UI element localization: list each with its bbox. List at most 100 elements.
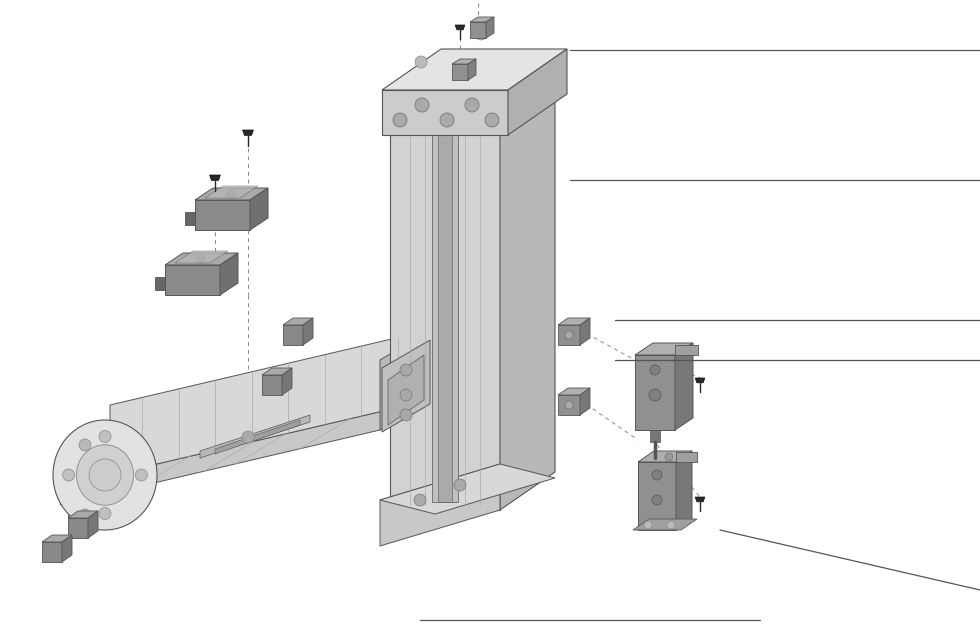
Polygon shape [432,98,458,502]
Polygon shape [470,22,486,38]
Polygon shape [580,318,590,345]
Circle shape [667,521,675,529]
Circle shape [400,409,412,421]
Polygon shape [262,368,292,375]
Circle shape [197,255,205,263]
Polygon shape [155,277,165,290]
Polygon shape [390,52,555,90]
Polygon shape [380,330,430,430]
Polygon shape [283,325,303,345]
Polygon shape [455,25,465,30]
Polygon shape [695,378,705,383]
Circle shape [415,56,427,68]
Polygon shape [388,355,424,425]
Polygon shape [486,17,494,38]
Circle shape [400,389,412,401]
Polygon shape [470,17,494,22]
Polygon shape [88,511,98,538]
Circle shape [400,364,412,376]
Polygon shape [675,343,693,430]
Polygon shape [195,188,268,200]
Circle shape [79,439,91,451]
Polygon shape [282,368,292,395]
Polygon shape [558,395,580,415]
Polygon shape [42,535,72,542]
Polygon shape [638,451,692,462]
Polygon shape [558,318,590,325]
Polygon shape [633,519,697,530]
Polygon shape [62,535,72,562]
Polygon shape [675,345,698,355]
Polygon shape [110,330,430,475]
Polygon shape [500,52,555,510]
Circle shape [652,495,662,505]
Circle shape [440,113,454,127]
Polygon shape [452,59,476,64]
Circle shape [652,470,662,480]
Circle shape [565,401,573,409]
Polygon shape [175,251,228,263]
Circle shape [63,469,74,481]
Polygon shape [382,49,567,90]
Circle shape [565,331,573,339]
Ellipse shape [76,444,133,505]
Polygon shape [382,340,430,432]
Polygon shape [380,464,500,546]
Polygon shape [68,511,98,518]
Polygon shape [200,415,310,458]
Circle shape [665,453,673,461]
Polygon shape [468,59,476,80]
Circle shape [475,28,487,40]
Polygon shape [676,452,697,462]
Polygon shape [635,343,693,355]
Circle shape [89,459,121,491]
Polygon shape [558,325,580,345]
Circle shape [415,98,429,112]
Polygon shape [380,464,555,514]
Circle shape [465,98,479,112]
Polygon shape [303,318,313,345]
Polygon shape [195,200,250,230]
Polygon shape [283,318,313,325]
Polygon shape [438,98,452,502]
Polygon shape [695,497,705,501]
Polygon shape [508,49,567,135]
Circle shape [79,509,91,521]
Polygon shape [205,186,258,198]
Polygon shape [262,375,282,395]
Polygon shape [60,400,430,505]
Polygon shape [382,90,508,135]
Polygon shape [215,420,300,454]
Polygon shape [390,90,500,510]
Polygon shape [638,462,676,530]
Polygon shape [165,253,238,265]
Circle shape [227,190,235,198]
Polygon shape [42,542,62,562]
Polygon shape [558,388,590,395]
Circle shape [454,479,466,491]
Polygon shape [210,175,220,181]
Circle shape [649,389,661,401]
Polygon shape [110,428,130,450]
Circle shape [414,494,426,506]
Polygon shape [650,430,660,442]
Polygon shape [165,265,220,295]
Polygon shape [635,355,675,430]
Circle shape [460,60,472,72]
Polygon shape [185,212,195,225]
Polygon shape [68,440,110,450]
Circle shape [644,521,652,529]
Circle shape [99,430,111,443]
Circle shape [242,431,254,443]
Polygon shape [220,253,238,295]
Circle shape [135,469,147,481]
Polygon shape [110,498,130,520]
Polygon shape [68,510,110,520]
Circle shape [99,507,111,519]
Polygon shape [580,388,590,415]
Circle shape [650,365,660,375]
Polygon shape [68,518,88,538]
Polygon shape [243,130,254,136]
Circle shape [393,113,407,127]
Circle shape [485,113,499,127]
